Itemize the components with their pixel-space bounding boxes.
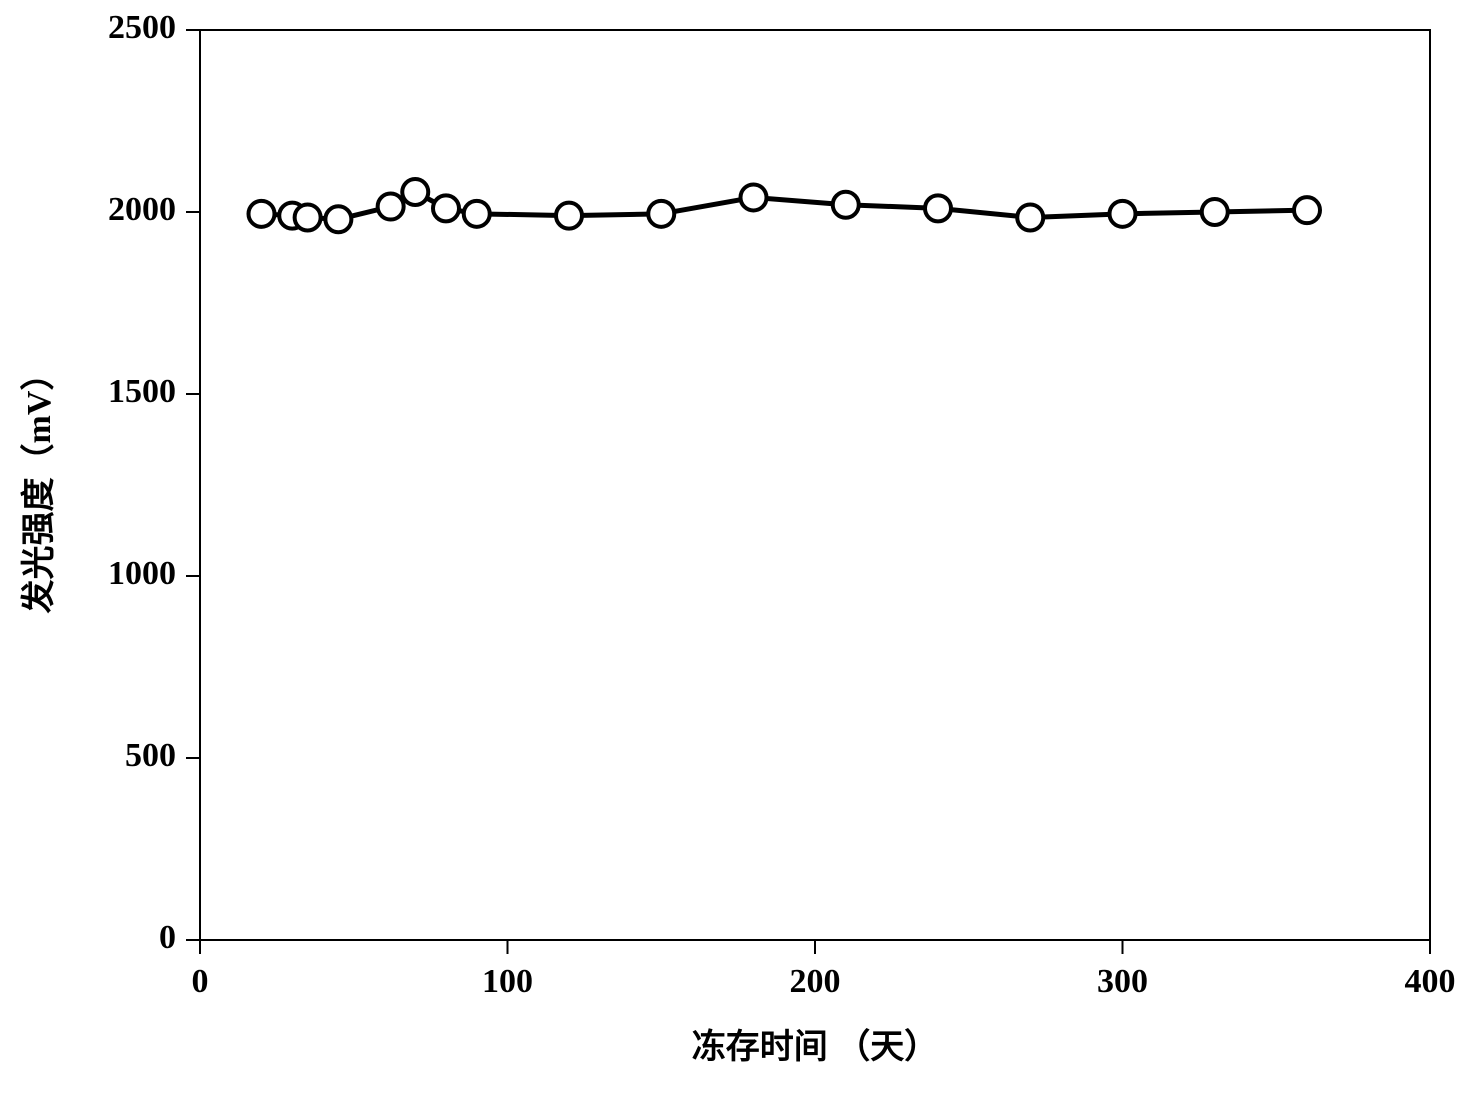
data-marker xyxy=(833,192,859,218)
data-marker xyxy=(378,194,404,220)
data-marker xyxy=(1294,197,1320,223)
data-marker xyxy=(433,195,459,221)
chart-container: 0 500 1000 1500 2000 2500 0 100 200 300 400 冻存时间 … xyxy=(0,0,1475,1104)
y-tick-label: 1000 xyxy=(108,555,176,592)
x-tick-label: 200 xyxy=(790,963,841,1000)
data-marker xyxy=(1202,199,1228,225)
data-marker xyxy=(325,206,351,232)
data-marker xyxy=(295,204,321,230)
y-tick-label: 0 xyxy=(159,919,176,956)
x-axis: 0 100 200 300 400 xyxy=(192,940,1456,1000)
y-tick-label: 2000 xyxy=(108,191,176,228)
data-marker xyxy=(556,203,582,229)
x-tick-label: 300 xyxy=(1097,963,1148,1000)
data-marker xyxy=(1110,201,1136,227)
x-tick-label: 100 xyxy=(482,963,533,1000)
data-marker xyxy=(741,184,767,210)
data-marker xyxy=(1017,204,1043,230)
y-axis: 0 500 1000 1500 2000 2500 xyxy=(108,9,200,956)
plot-frame xyxy=(200,30,1430,940)
y-tick-label: 500 xyxy=(125,737,176,774)
data-marker xyxy=(464,201,490,227)
data-marker xyxy=(249,201,275,227)
y-tick-label: 2500 xyxy=(108,9,176,46)
data-marker xyxy=(648,201,674,227)
x-tick-label: 0 xyxy=(192,963,209,1000)
chart-svg: 0 500 1000 1500 2000 2500 0 100 200 300 400 冻存时间 … xyxy=(0,0,1475,1104)
y-axis-label: 发光强度（mV） xyxy=(19,357,58,614)
y-tick-label: 1500 xyxy=(108,373,176,410)
x-tick-label: 400 xyxy=(1405,963,1456,1000)
x-axis-label: 冻存时间 （天） xyxy=(692,1027,939,1066)
data-marker xyxy=(925,195,951,221)
data-marker xyxy=(402,179,428,205)
